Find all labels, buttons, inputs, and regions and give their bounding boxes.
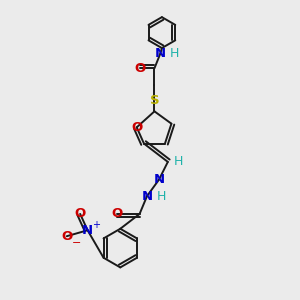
Text: O: O <box>134 62 145 75</box>
Text: O: O <box>61 230 72 243</box>
Text: N: N <box>153 173 164 186</box>
Text: O: O <box>131 121 142 134</box>
Text: N: N <box>155 47 166 60</box>
Text: H: H <box>173 155 183 168</box>
Text: S: S <box>150 94 159 107</box>
Text: H: H <box>157 190 166 202</box>
Text: H: H <box>170 47 179 60</box>
Text: +: + <box>92 220 101 230</box>
Text: N: N <box>142 190 153 202</box>
Text: O: O <box>112 207 123 220</box>
Text: N: N <box>82 224 93 237</box>
Text: −: − <box>72 238 81 248</box>
Text: O: O <box>74 207 86 220</box>
